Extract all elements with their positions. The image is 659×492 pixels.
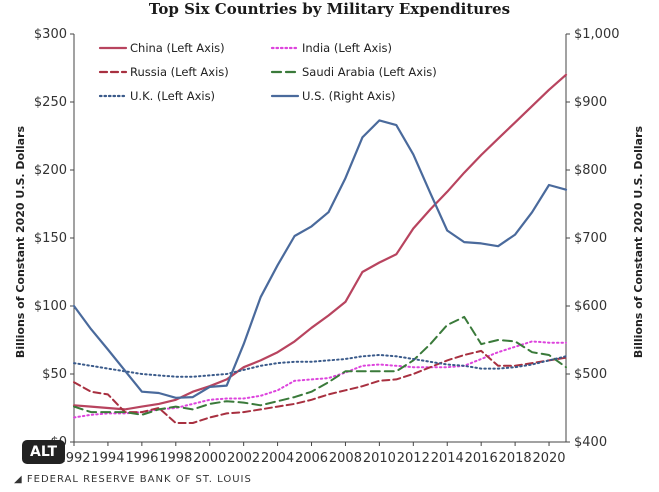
x-tick-label: 1998 bbox=[159, 451, 192, 466]
series-line-china-left-axis bbox=[72, 73, 568, 411]
x-tick-label: 2020 bbox=[532, 451, 565, 466]
x-tick-label: 2008 bbox=[329, 451, 362, 466]
source-arrow-icon: ◢ bbox=[14, 474, 23, 485]
x-tick-label: 2018 bbox=[499, 451, 532, 466]
series-line-saudi-arabia-left-axis bbox=[73, 315, 567, 416]
y-axis-label-left: Billions of Constant 2020 U.S. Dollars bbox=[14, 125, 27, 358]
y-tick-label-left: $200 bbox=[34, 163, 67, 178]
y-tick-label-right: $800 bbox=[574, 163, 607, 178]
legend-label: Russia (Left Axis) bbox=[130, 65, 229, 79]
x-tick-label: 1996 bbox=[125, 451, 158, 466]
series-line-u-s-right-axis bbox=[72, 119, 568, 399]
y-tick-label-left: $100 bbox=[34, 299, 67, 314]
series-line-u-k-left-axis bbox=[73, 354, 567, 378]
y-tick-label-left: $50 bbox=[42, 367, 67, 382]
y-tick-label-left: $300 bbox=[34, 27, 67, 42]
chart-title: Top Six Countries by Military Expenditur… bbox=[148, 0, 511, 18]
x-tick-label: 2010 bbox=[363, 451, 396, 466]
y-tick-label-left: $150 bbox=[34, 231, 67, 246]
y-tick-label-right: $1,000 bbox=[574, 27, 620, 42]
y-tick-label-right: $900 bbox=[574, 95, 607, 110]
legend-label: U.S. (Right Axis) bbox=[302, 89, 395, 103]
x-tick-label: 2006 bbox=[295, 451, 328, 466]
x-tick-label: 2012 bbox=[397, 451, 430, 466]
x-tick-label: 2014 bbox=[431, 451, 464, 466]
y-tick-label-right: $600 bbox=[574, 299, 607, 314]
y-tick-label-right: $700 bbox=[574, 231, 607, 246]
source-text: FEDERAL RESERVE BANK OF ST. LOUIS bbox=[26, 474, 252, 485]
legend-label: U.K. (Left Axis) bbox=[130, 89, 215, 103]
y-axis-label-right: Billions of Constant 2020 U.S. Dollars bbox=[632, 125, 645, 358]
y-tick-label-right: $500 bbox=[574, 367, 607, 382]
alt-text-button[interactable]: ALT bbox=[22, 440, 65, 464]
y-tick-label-right: $400 bbox=[574, 435, 607, 450]
series-line-russia-left-axis bbox=[73, 349, 567, 424]
x-tick-label: 2004 bbox=[261, 451, 294, 466]
y-tick-label-left: $250 bbox=[34, 95, 67, 110]
x-tick-label: 2000 bbox=[193, 451, 226, 466]
x-tick-label: 1994 bbox=[91, 451, 124, 466]
x-tick-label: 2016 bbox=[465, 451, 498, 466]
source-note: ◢ FEDERAL RESERVE BANK OF ST. LOUIS bbox=[14, 474, 252, 485]
x-tick-label: 1992 bbox=[57, 451, 90, 466]
x-tick-label: 2002 bbox=[227, 451, 260, 466]
legend-label: China (Left Axis) bbox=[130, 41, 225, 55]
legend-label: India (Left Axis) bbox=[302, 41, 392, 55]
legend-label: Saudi Arabia (Left Axis) bbox=[302, 65, 437, 79]
